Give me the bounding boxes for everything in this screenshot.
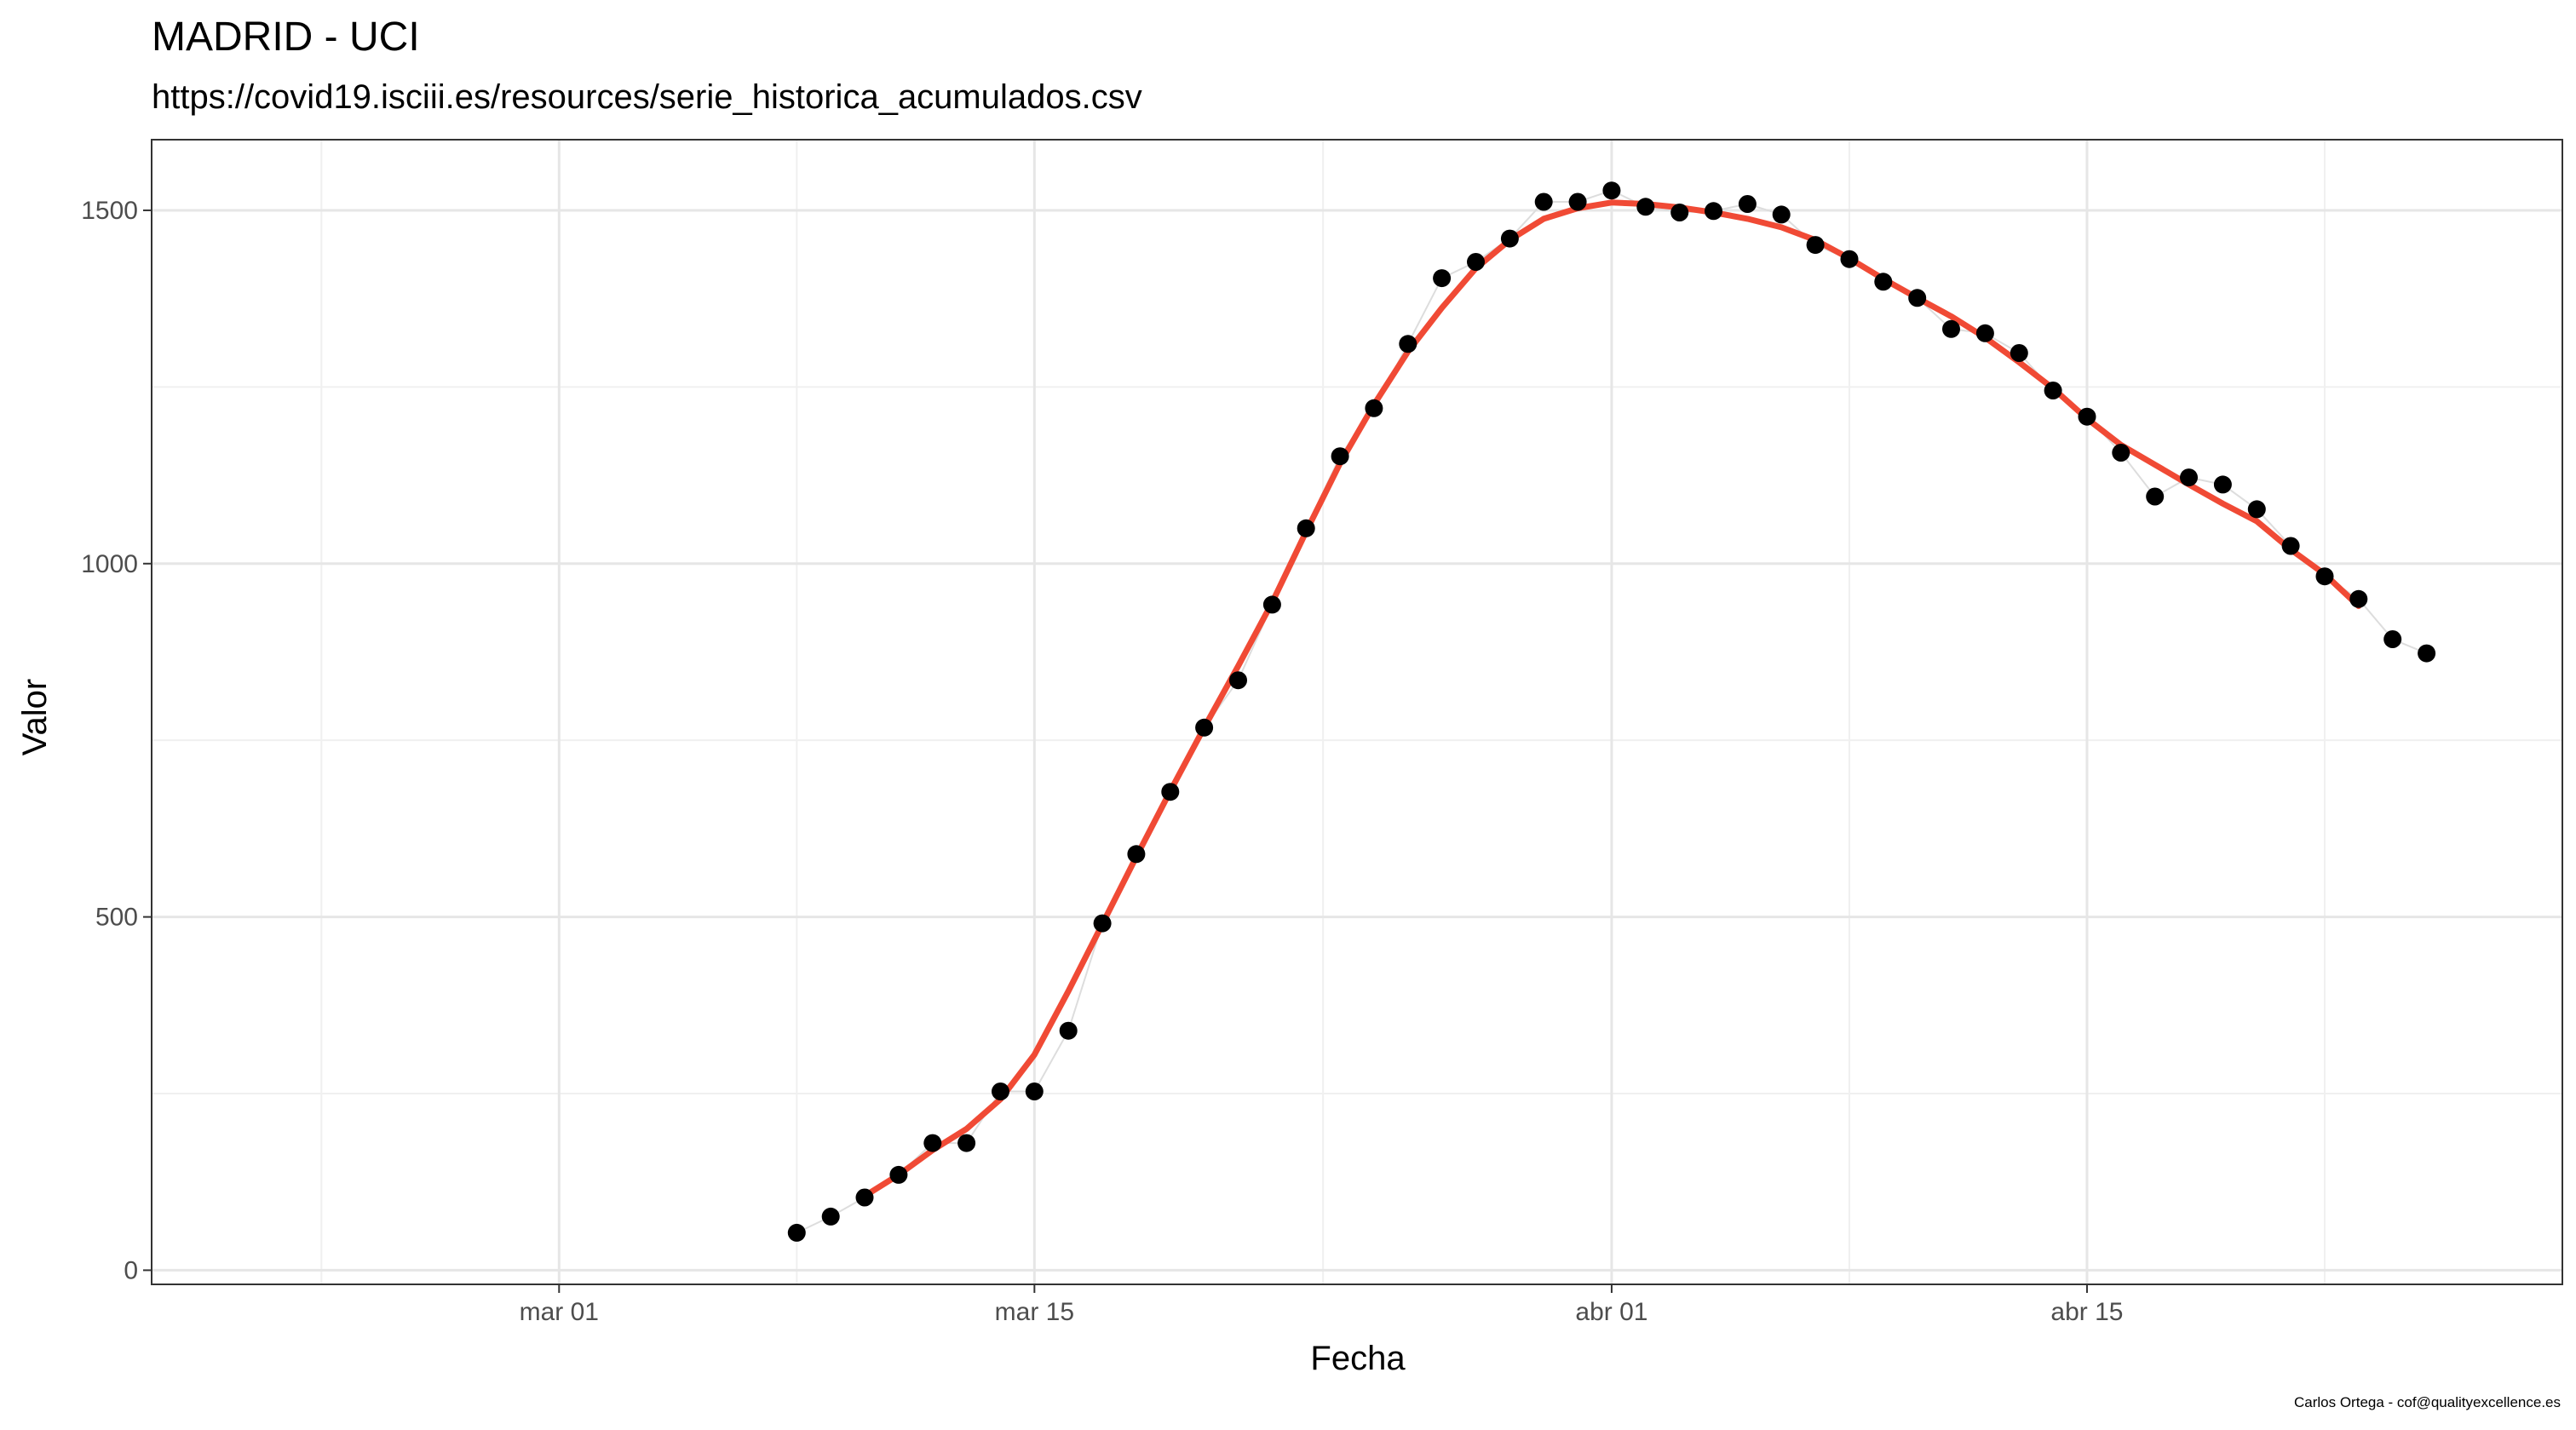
data-point xyxy=(2418,644,2436,663)
data-point xyxy=(1229,671,1247,690)
data-point xyxy=(2112,444,2130,462)
data-point xyxy=(1874,273,1893,291)
data-point xyxy=(1806,236,1825,255)
data-point xyxy=(2281,537,2300,555)
x-axis-title: Fecha xyxy=(1310,1340,1406,1377)
data-point xyxy=(2315,567,2334,586)
data-point xyxy=(855,1188,874,1207)
grid-minor xyxy=(152,140,2562,1284)
data-point xyxy=(1534,192,1553,211)
axis-ticks xyxy=(143,209,2088,1293)
data-point xyxy=(1262,595,1281,614)
data-point xyxy=(1840,250,1859,268)
data-point xyxy=(1772,205,1791,224)
y-tick-label: 500 xyxy=(95,904,138,932)
data-point xyxy=(1467,253,1485,271)
x-tick-label: abr 15 xyxy=(2050,1298,2123,1326)
data-point xyxy=(2044,382,2062,399)
data-point xyxy=(1568,192,1587,211)
data-point xyxy=(1705,202,1722,221)
data-point xyxy=(1127,845,1146,864)
x-tick-label: mar 15 xyxy=(995,1298,1074,1326)
data-point xyxy=(1942,319,1960,338)
data-point xyxy=(1195,718,1214,737)
data-point xyxy=(787,1223,806,1242)
data-point xyxy=(1602,181,1621,200)
data-point xyxy=(889,1165,908,1184)
data-point xyxy=(1161,783,1180,801)
data-point xyxy=(1636,198,1655,216)
data-point xyxy=(1331,447,1349,466)
data-point xyxy=(1093,914,1112,933)
y-tick-label: 0 xyxy=(124,1256,138,1284)
data-point xyxy=(1433,269,1452,288)
data-point xyxy=(2010,344,2028,362)
data-point xyxy=(2146,487,2165,506)
series-layer xyxy=(787,181,2436,1242)
data-point xyxy=(1365,399,1383,417)
data-point xyxy=(1500,229,1519,248)
data-point xyxy=(1670,204,1689,221)
data-point xyxy=(2078,407,2096,426)
data-point xyxy=(2180,468,2198,487)
data-point xyxy=(1975,324,1994,342)
data-point xyxy=(992,1083,1009,1100)
data-point xyxy=(1738,195,1757,213)
data-point xyxy=(1059,1021,1078,1040)
data-point xyxy=(1025,1083,1044,1100)
data-point xyxy=(821,1207,840,1226)
y-tick-label: 1500 xyxy=(81,197,138,225)
chart-title: MADRID - UCI xyxy=(152,14,420,60)
data-point xyxy=(1908,289,1927,307)
grid-major xyxy=(152,140,2562,1284)
chart-subtitle: https://covid19.isciii.es/resources/seri… xyxy=(152,78,1142,116)
y-tick-label: 1000 xyxy=(81,550,138,578)
data-point xyxy=(2383,630,2402,648)
chart-caption: Carlos Ortega - cof@qualityexcellence.es xyxy=(2293,1394,2561,1410)
tick-labels: mar 01 mar 15 abr 01 abr 15 0 500 1000 1500 xyxy=(81,197,2123,1326)
data-point xyxy=(2213,475,2232,494)
y-axis-title: Valor xyxy=(16,679,54,755)
panel-border xyxy=(151,139,2563,1285)
smooth-trend-line xyxy=(861,199,2362,1199)
data-point xyxy=(2247,500,2266,519)
x-tick-label: mar 01 xyxy=(520,1298,599,1326)
data-point xyxy=(2349,589,2368,608)
x-tick-label: abr 01 xyxy=(1575,1298,1647,1326)
data-point xyxy=(1399,335,1417,353)
data-point xyxy=(923,1134,942,1152)
data-point xyxy=(957,1134,976,1152)
data-point xyxy=(1297,519,1315,537)
